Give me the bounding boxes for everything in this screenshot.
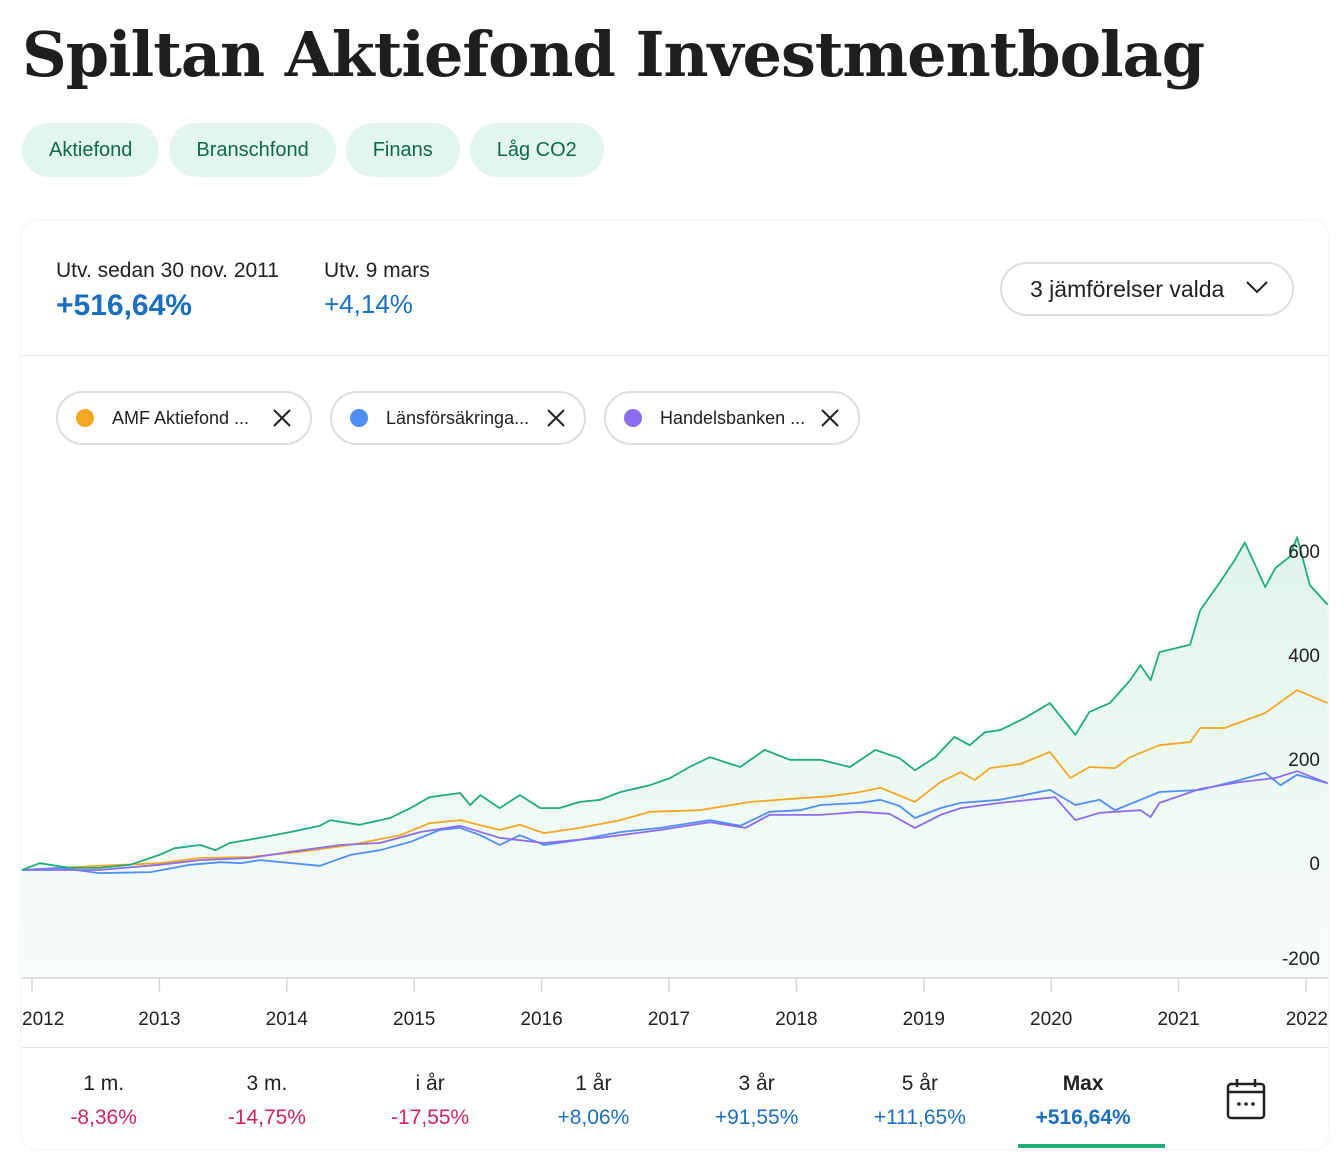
day-change-label: Utv. 9 mars: [324, 259, 430, 282]
comparisons-dropdown-label: 3 jämförelser valda: [1030, 275, 1225, 302]
close-icon[interactable]: [546, 408, 566, 428]
series-color-dot: [350, 409, 368, 427]
y-tick-label: 0: [1309, 854, 1320, 875]
calendar-button[interactable]: [1165, 1048, 1328, 1149]
comparison-chip-lansforsakringar[interactable]: Länsförsäkringa...: [330, 391, 586, 445]
close-icon[interactable]: [272, 408, 292, 428]
comparison-name: Länsförsäkringa...: [386, 407, 530, 428]
chart-card: Utv. sedan 30 nov. 2011 +516,64% Utv. 9 …: [22, 221, 1328, 1149]
divider: [22, 355, 1328, 356]
tag-finans[interactable]: Finans: [345, 123, 460, 177]
x-tick-label: 2012: [22, 1009, 64, 1030]
y-tick-label: 600: [1288, 542, 1320, 563]
since-start-value: +516,64%: [56, 289, 192, 322]
y-tick-label: 400: [1288, 646, 1320, 667]
tag-aktiefond[interactable]: Aktiefond: [22, 123, 160, 177]
x-tick-label: 2022: [1286, 1009, 1328, 1030]
period-value: -17,55%: [391, 1106, 470, 1129]
comparison-name: Handelsbanken ...: [660, 407, 806, 428]
comparison-chips: AMF Aktiefond ... Länsförsäkringa... Han…: [56, 391, 860, 445]
period-tab-6[interactable]: Max +516,64%: [1002, 1048, 1166, 1149]
close-icon[interactable]: [820, 408, 840, 428]
period-value: +111,65%: [873, 1106, 966, 1129]
series-line-2: [22, 771, 1328, 874]
period-label: 1 år: [575, 1072, 612, 1095]
chevron-down-icon: [1246, 281, 1268, 294]
series-line-3: [22, 770, 1328, 871]
period-label: i år: [415, 1072, 445, 1095]
category-tags: Aktiefond Branschfond Finans Låg CO2: [22, 123, 604, 177]
x-tick-label: 2014: [266, 1009, 309, 1030]
comparison-chip-handelsbanken[interactable]: Handelsbanken ...: [604, 391, 860, 445]
period-tab-1[interactable]: 3 m. -14,75%: [185, 1048, 348, 1149]
period-label: 5 år: [901, 1072, 938, 1095]
since-start-stat: Utv. sedan 30 nov. 2011 +516,64%: [56, 259, 279, 323]
x-tick-label: 2021: [1157, 1009, 1199, 1030]
period-tab-3[interactable]: 1 år +8,06%: [512, 1048, 675, 1149]
page-title: Spiltan Aktiefond Investmentbolag: [22, 18, 1205, 91]
x-tick-label: 2013: [138, 1009, 180, 1030]
performance-chart[interactable]: 2012 2013 2014 2015 2016 2017 2018 2019 2020 2021…: [22, 221, 1328, 1047]
x-tick-label: 2015: [393, 1009, 435, 1030]
comparisons-dropdown[interactable]: 3 jämförelser valda: [1000, 262, 1294, 316]
series-color-dot: [76, 409, 94, 427]
x-tick-label: 2017: [648, 1009, 690, 1030]
period-selector: 1 m. -8,36% 3 m. -14,75% i år -17,55% 1 år +8,0…: [22, 1047, 1328, 1149]
period-value: +516,64%: [1035, 1106, 1131, 1129]
x-tick-label: 2016: [520, 1009, 562, 1030]
period-tab-4[interactable]: 3 år +91,55%: [675, 1048, 838, 1149]
y-tick-label: 200: [1288, 750, 1320, 771]
period-label: 3 år: [738, 1072, 775, 1095]
period-value: +8,06%: [557, 1106, 630, 1129]
x-tick-label: 2019: [903, 1009, 945, 1030]
period-label: Max: [1062, 1072, 1104, 1095]
tag-lag-co2[interactable]: Låg CO2: [469, 123, 604, 177]
period-label: 1 m.: [83, 1072, 125, 1095]
comparison-name: AMF Aktiefond ...: [112, 407, 250, 428]
day-change-value: +4,14%: [324, 289, 413, 319]
period-value: +91,55%: [714, 1106, 799, 1129]
period-tab-0[interactable]: 1 m. -8,36%: [22, 1048, 185, 1149]
series-color-dot: [624, 409, 642, 427]
comparison-chip-amf[interactable]: AMF Aktiefond ...: [56, 391, 312, 445]
y-tick-label: -200: [1282, 949, 1320, 970]
tag-branschfond[interactable]: Branschfond: [169, 123, 336, 177]
x-tick-label: 2018: [775, 1009, 817, 1030]
x-tick-label: 2020: [1030, 1009, 1072, 1030]
period-label: 3 m.: [246, 1072, 288, 1095]
series-line-1: [22, 689, 1328, 871]
since-start-label: Utv. sedan 30 nov. 2011: [56, 259, 279, 282]
period-value: -8,36%: [70, 1106, 137, 1129]
main-series-area: [22, 537, 1328, 978]
calendar-icon: [1227, 1078, 1266, 1119]
period-value: -14,75%: [227, 1106, 306, 1129]
period-tab-2[interactable]: i år -17,55%: [349, 1048, 512, 1149]
period-tab-5[interactable]: 5 år +111,65%: [838, 1048, 1001, 1149]
day-change-stat: Utv. 9 mars +4,14%: [324, 259, 430, 320]
series-line-0: [22, 536, 1328, 871]
